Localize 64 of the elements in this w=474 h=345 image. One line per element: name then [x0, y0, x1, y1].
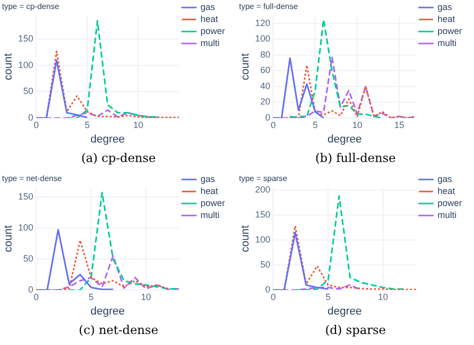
legend-label: gas: [437, 2, 452, 12]
text: (d) sparse: [324, 322, 387, 339]
x-tick-label: 10: [133, 120, 144, 130]
x-tick-label: 5: [88, 292, 94, 302]
x-tick-label: 15: [394, 120, 404, 130]
x-axis-title: degree: [327, 305, 362, 318]
y-axis-title: count: [240, 53, 252, 80]
legend-label: power: [200, 26, 226, 36]
y-tick-label: 150: [18, 191, 34, 202]
x-axis-title: degree: [327, 133, 362, 146]
x-tick-label: 5: [326, 292, 331, 302]
legend-label: gas: [200, 2, 216, 12]
legend-label: gas: [437, 174, 452, 184]
legend-label: power: [437, 198, 462, 208]
x-tick-label: 10: [352, 120, 362, 130]
y-tick-label: 150: [255, 210, 270, 220]
legend-label: heat: [437, 14, 456, 24]
chart-title: type = sparse: [239, 174, 288, 184]
x-tick-label: 5: [84, 120, 90, 130]
y-tick-label: 150: [18, 34, 34, 44]
legend-label: gas: [200, 174, 216, 184]
y-tick-label: 50: [23, 253, 34, 264]
text: (c) net-dense: [78, 322, 160, 339]
x-tick-label: 10: [141, 292, 152, 302]
y-tick-label: 20: [260, 96, 270, 107]
x-tick-label: 5: [312, 120, 318, 130]
legend-label: power: [200, 198, 226, 208]
legend-label: heat: [437, 186, 456, 196]
y-tick-label: 100: [255, 234, 270, 245]
y-tick-label: 100: [18, 222, 34, 232]
line-series: [68, 192, 179, 290]
y-tick-label: 40: [260, 80, 270, 91]
chart-title: type = cp-dense: [2, 2, 60, 12]
y-tick-label: 0: [265, 112, 270, 122]
y-tick-label: 100: [255, 34, 270, 44]
y-tick-label: 80: [260, 49, 270, 60]
text: (b) full-dense: [314, 150, 397, 167]
y-tick-label: 50: [23, 86, 34, 96]
y-tick-label: 50: [260, 260, 270, 270]
legend-label: multi: [200, 210, 220, 220]
legend-label: heat: [200, 14, 219, 24]
line-series: [289, 18, 384, 118]
legend-label: multi: [437, 210, 457, 220]
y-tick-label: 0: [265, 284, 270, 294]
legend-label: power: [437, 26, 462, 36]
line-series: [294, 195, 406, 290]
chart-title: type = full-dense: [239, 2, 298, 12]
legend-label: heat: [200, 186, 219, 196]
x-axis-title: degree: [90, 133, 125, 146]
legend-label: multi: [200, 38, 220, 48]
legend-label: multi: [437, 38, 457, 48]
y-tick-label: 60: [260, 65, 270, 76]
y-tick-label: 0: [28, 284, 34, 294]
x-axis-title: degree: [90, 305, 125, 318]
y-axis-title: count: [240, 225, 252, 252]
y-tick-label: 100: [18, 60, 34, 70]
y-tick-label: 120: [255, 18, 270, 28]
x-tick-label: 10: [378, 292, 388, 302]
text: (a) cp-dense: [80, 150, 157, 167]
y-tick-label: 200: [255, 184, 270, 195]
y-axis-title: count: [2, 53, 15, 80]
chart-title: type = net-dense: [2, 174, 62, 184]
y-axis-title: count: [2, 225, 15, 252]
y-tick-label: 0: [28, 112, 34, 122]
